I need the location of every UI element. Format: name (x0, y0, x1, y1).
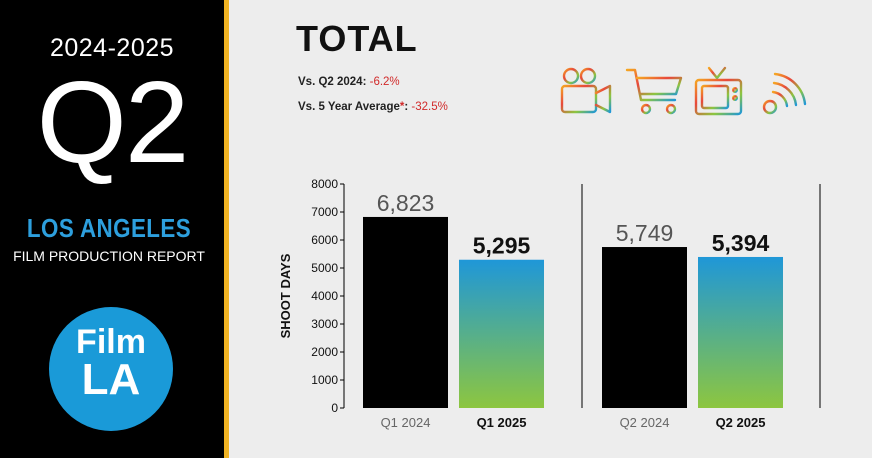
filmla-logo: Film LA (49, 307, 173, 431)
bar-q1-2025 (459, 259, 544, 408)
logo-text-film: Film (76, 323, 146, 361)
y-tick-label: 1000 (311, 373, 338, 387)
sidebar-panel: 2024-2025 Q2 LOS ANGELES FILM PRODUCTION… (0, 0, 224, 458)
report-name: FILM PRODUCTION REPORT (13, 248, 205, 264)
y-tick-label: 3000 (311, 317, 338, 331)
bar-value-label: 5,749 (616, 220, 674, 246)
film-camera-icon (560, 67, 612, 114)
y-tick-label: 4000 (311, 289, 338, 303)
section-title: TOTAL (296, 18, 418, 59)
x-category-label: Q2 2024 (620, 415, 670, 430)
bar-value-label: 5,394 (712, 230, 770, 256)
quarter-label: Q2 (36, 57, 190, 187)
y-tick-label: 6000 (311, 233, 338, 247)
chart-area: 0 1000 2000 3000 4000 5000 6000 7000 8000 SHOOT D… (278, 177, 821, 430)
comparison-value: -32.5% (411, 101, 448, 113)
bar-q1-2024 (363, 216, 448, 408)
bar-value-label: 6,823 (377, 190, 435, 216)
y-tick-label: 2000 (311, 345, 338, 359)
accent-stripe (224, 0, 229, 458)
fiscal-year: 2024-2025 (49, 34, 175, 62)
comparison-value: -6.2% (369, 76, 400, 88)
x-category-label: Q1 2024 (381, 415, 431, 430)
y-axis-title: SHOOT DAYS (278, 253, 293, 338)
x-category-label: Q1 2025 (477, 415, 527, 430)
comparison-prior-year: Vs. Q2 2024: -6.2% (298, 76, 400, 88)
logo-text-la: LA (81, 355, 141, 404)
footnote-star: * (399, 101, 405, 113)
comparison-separator: : (404, 101, 412, 113)
web-signal-icon (762, 72, 807, 115)
y-tick-label: 0 (331, 401, 338, 415)
category-icons (560, 66, 807, 116)
y-tick-label: 5000 (311, 261, 338, 275)
comparison-five-year: Vs. 5 Year Average*: -32.5% (298, 101, 448, 113)
shopping-cart-icon (625, 68, 683, 115)
comparison-label: Vs. 5 Year Average (298, 101, 400, 113)
bar-value-label: 5,295 (473, 233, 531, 259)
y-tick-label: 7000 (311, 205, 338, 219)
comparison-label: Vs. Q2 2024: (298, 76, 370, 88)
bar-q2-2024 (602, 247, 687, 408)
television-icon (694, 66, 743, 116)
city-name: LOS ANGELES (26, 213, 192, 243)
shoot-days-chart: 0 1000 2000 3000 4000 5000 6000 7000 8000 SHOOT D… (278, 177, 821, 430)
bar-q2-2025 (698, 256, 783, 408)
x-category-label: Q2 2025 (716, 415, 766, 430)
y-tick-label: 8000 (311, 177, 338, 191)
